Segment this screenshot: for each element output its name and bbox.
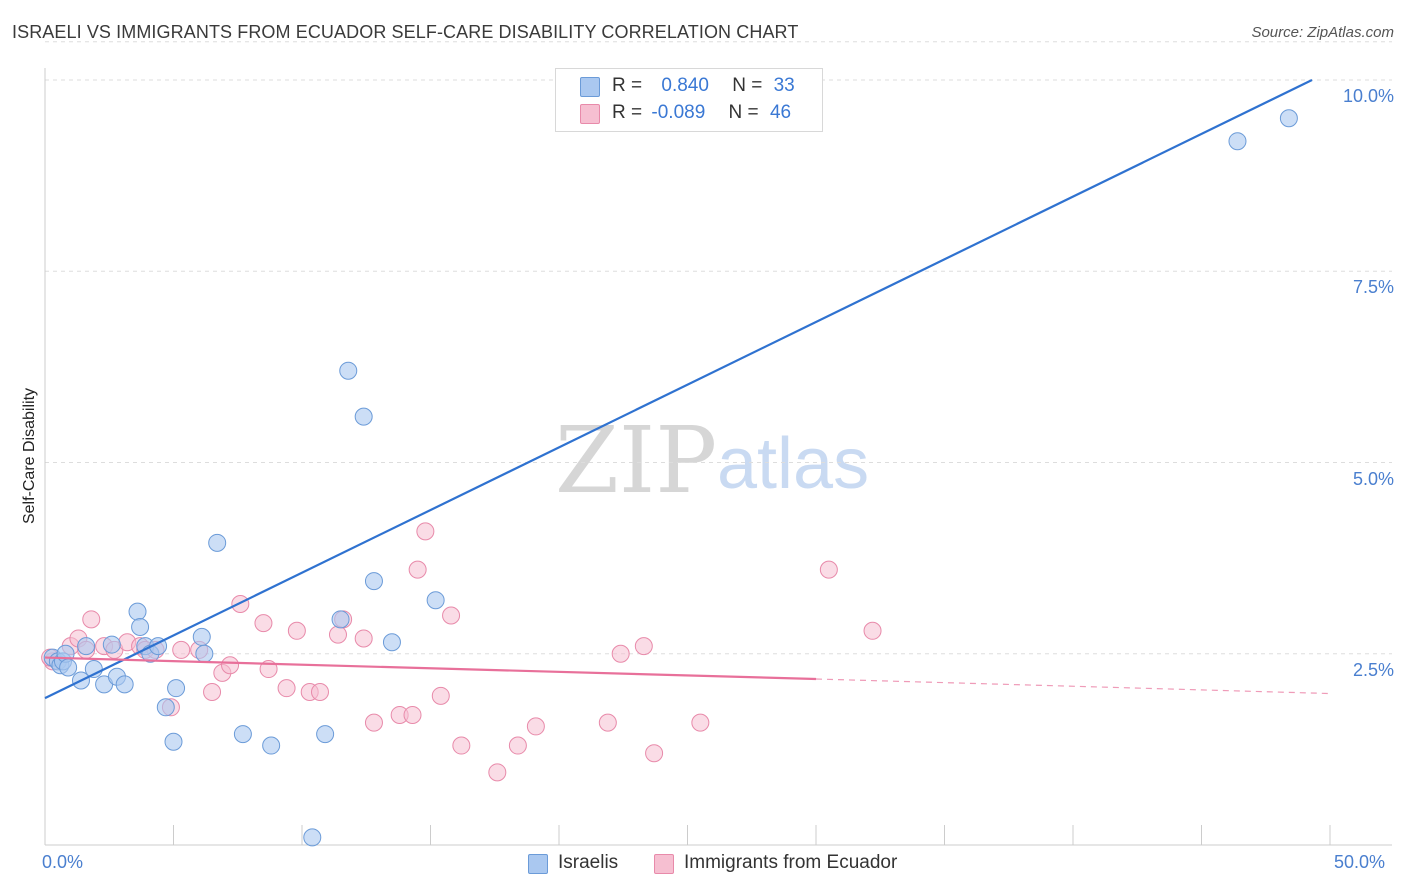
ecuador-point (508, 736, 527, 755)
chart-source: Source: ZipAtlas.com (1251, 24, 1394, 41)
israelis-point (316, 725, 335, 744)
ecuador-point (82, 610, 101, 629)
x-tick-label-max: 50.0% (1334, 852, 1386, 872)
israelis-point (1279, 109, 1298, 128)
watermark-zip: ZIP (555, 407, 717, 514)
bottom-legend-label-ecuador: Immigrants from Ecuador (684, 852, 898, 873)
israelis-point (164, 732, 183, 751)
bottom-legend-swatch-israelis (528, 854, 548, 874)
ecuador-point (403, 705, 422, 724)
ecuador-point (310, 683, 329, 701)
ecuador-point (598, 713, 617, 732)
israelis-point (364, 572, 383, 591)
ecuador-point (863, 621, 882, 640)
x-tick-label-min: 0.0% (42, 852, 84, 872)
legend-swatch-ecuador (580, 104, 600, 124)
y-tick-label: 2.5% (1352, 659, 1394, 680)
ecuador-point (442, 606, 461, 625)
israelis-point (195, 644, 214, 663)
israelis-point (77, 637, 96, 656)
israelis-point (115, 675, 134, 694)
ecuador-point (488, 763, 507, 782)
israelis-point (59, 658, 78, 677)
legend-r-value-israelis: 0.840 (661, 75, 709, 96)
ecuador-point (408, 560, 427, 579)
israelis-point (233, 725, 252, 744)
ecuador-point (287, 621, 306, 640)
ecuador-trend-line (44, 656, 817, 681)
ecuador-point (452, 736, 471, 755)
israelis-point (131, 617, 150, 636)
ecuador-point (221, 656, 240, 675)
bottom-legend-swatch-ecuador (654, 854, 674, 874)
ecuador-point (364, 713, 383, 732)
y-tick-label: 10.0% (1342, 86, 1394, 106)
israelis-point (128, 602, 147, 621)
israelis-point (331, 610, 350, 629)
correlation-legend: R = 0.840 N = 33 R = -0.089 N = 46 (555, 68, 823, 132)
ecuador-point (819, 560, 838, 579)
ecuador-point (691, 713, 710, 732)
ecuador-point (611, 644, 630, 663)
legend-n-value-israelis: 33 (773, 75, 795, 96)
ecuador-point (634, 637, 653, 656)
legend-r-label: R = (612, 102, 643, 123)
chart-title: ISRAELI VS IMMIGRANTS FROM ECUADOR SELF-… (12, 22, 799, 42)
bottom-legend-label-israelis: Israelis (558, 852, 619, 873)
y-tick-label: 5.0% (1352, 468, 1394, 489)
israelis-point (208, 533, 227, 552)
ecuador-trend-extension (815, 678, 1331, 695)
israelis-point (262, 736, 281, 755)
israelis-point (192, 627, 211, 646)
ecuador-point (416, 522, 435, 541)
legend-r-value-ecuador: -0.089 (651, 102, 706, 123)
legend-n-value-ecuador: 46 (769, 102, 792, 123)
legend-n-label: N = (728, 102, 759, 123)
ecuador-point (526, 717, 545, 736)
israelis-point (102, 635, 121, 654)
ecuador-point (203, 683, 222, 701)
israelis-point (156, 698, 175, 717)
ecuador-point (254, 614, 273, 633)
ecuador-point (172, 640, 191, 659)
israelis-point (1228, 132, 1247, 151)
watermark-atlas: atlas (717, 424, 869, 504)
legend-swatch-israelis (580, 77, 600, 97)
ecuador-point (277, 679, 296, 698)
israelis-point (382, 633, 401, 652)
ecuador-point (328, 625, 347, 644)
ecuador-point (645, 744, 664, 763)
ecuador-point (354, 629, 373, 648)
israelis-point (426, 591, 445, 610)
legend-r-label: R = (612, 75, 643, 96)
legend-n-label: N = (732, 75, 763, 96)
ecuador-point (431, 686, 450, 705)
y-tick-label: 7.5% (1352, 277, 1394, 298)
israelis-point (354, 407, 373, 426)
israelis-point (303, 828, 322, 847)
israelis-trend-line (44, 79, 1313, 700)
israelis-point (167, 679, 186, 698)
israelis-point (339, 361, 358, 380)
